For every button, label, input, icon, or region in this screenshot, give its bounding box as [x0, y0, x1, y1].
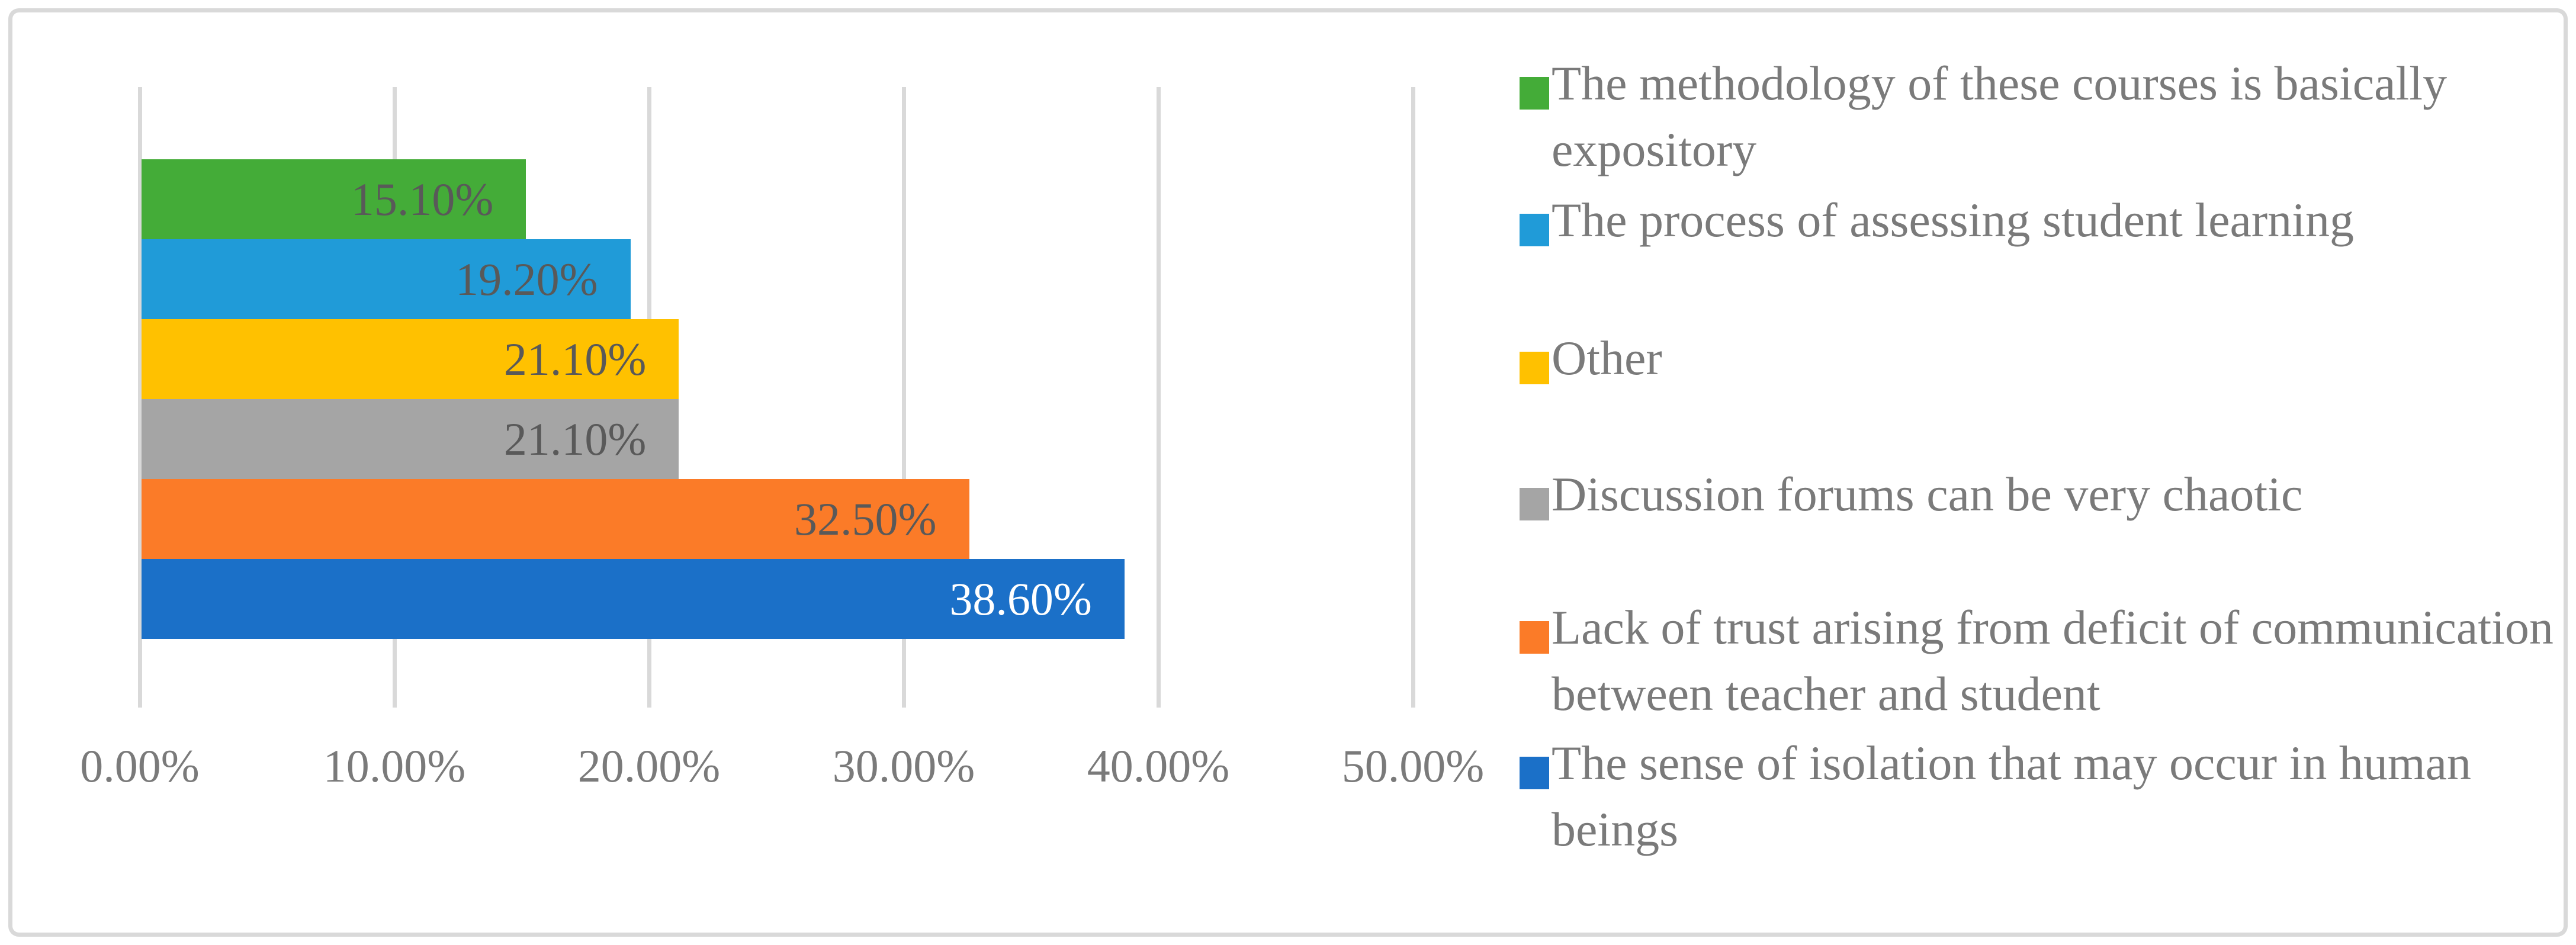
legend-label: The sense of isolation that may occur in…	[1552, 736, 2472, 856]
legend-item-2: Other	[1520, 325, 2576, 391]
legend-label: The process of assessing student learnin…	[1552, 193, 2354, 247]
legend-item-0: The methodology of these courses is basi…	[1520, 50, 2576, 183]
bar-value-label: 15.10%	[351, 173, 494, 225]
legend-swatch-icon	[1520, 621, 1549, 654]
legend-swatch-icon	[1520, 488, 1549, 520]
bar-value-label: 19.20%	[455, 253, 598, 305]
x-axis-tick-label: 10.00%	[323, 740, 466, 792]
legend-swatch-icon	[1520, 214, 1549, 246]
bar-1: 19.20%	[142, 239, 631, 319]
legend-item-4: Lack of trust arising from deficit of co…	[1520, 594, 2576, 727]
x-axis-tick-label: 50.00%	[1341, 740, 1485, 792]
bar-3: 21.10%	[142, 399, 679, 479]
legend-swatch-icon	[1520, 757, 1549, 789]
legend-item-3: Discussion forums can be very chaotic	[1520, 461, 2576, 528]
legend-item-1: The process of assessing student learnin…	[1520, 187, 2576, 253]
legend-label: The methodology of these courses is basi…	[1552, 56, 2447, 176]
bar-0: 15.10%	[142, 159, 526, 239]
legend-item-5: The sense of isolation that may occur in…	[1520, 730, 2576, 863]
bar-2: 21.10%	[142, 319, 679, 399]
gridline-30pct	[901, 87, 906, 708]
bar-value-label: 21.10%	[503, 413, 647, 465]
bar-5: 38.60%	[142, 559, 1125, 639]
legend-label: Discussion forums can be very chaotic	[1552, 467, 2303, 521]
bar-value-label: 21.10%	[503, 333, 647, 385]
x-axis-tick-label: 40.00%	[1087, 740, 1230, 792]
legend-swatch-icon	[1520, 77, 1549, 110]
legend-label: Other	[1552, 331, 1662, 385]
bar-value-label: 38.60%	[949, 573, 1092, 625]
bar-value-label: 32.50%	[794, 493, 937, 545]
bar-4: 32.50%	[142, 479, 969, 559]
legend-swatch-icon	[1520, 352, 1549, 384]
x-axis-tick-label: 30.00%	[832, 740, 975, 792]
x-axis-tick-label: 20.00%	[577, 740, 721, 792]
gridline-0pct	[137, 87, 142, 708]
gridline-50pct	[1411, 87, 1415, 708]
x-axis-tick-label: 0.00%	[80, 740, 200, 792]
gridline-40pct	[1156, 87, 1161, 708]
legend-label: Lack of trust arising from deficit of co…	[1552, 600, 2553, 721]
